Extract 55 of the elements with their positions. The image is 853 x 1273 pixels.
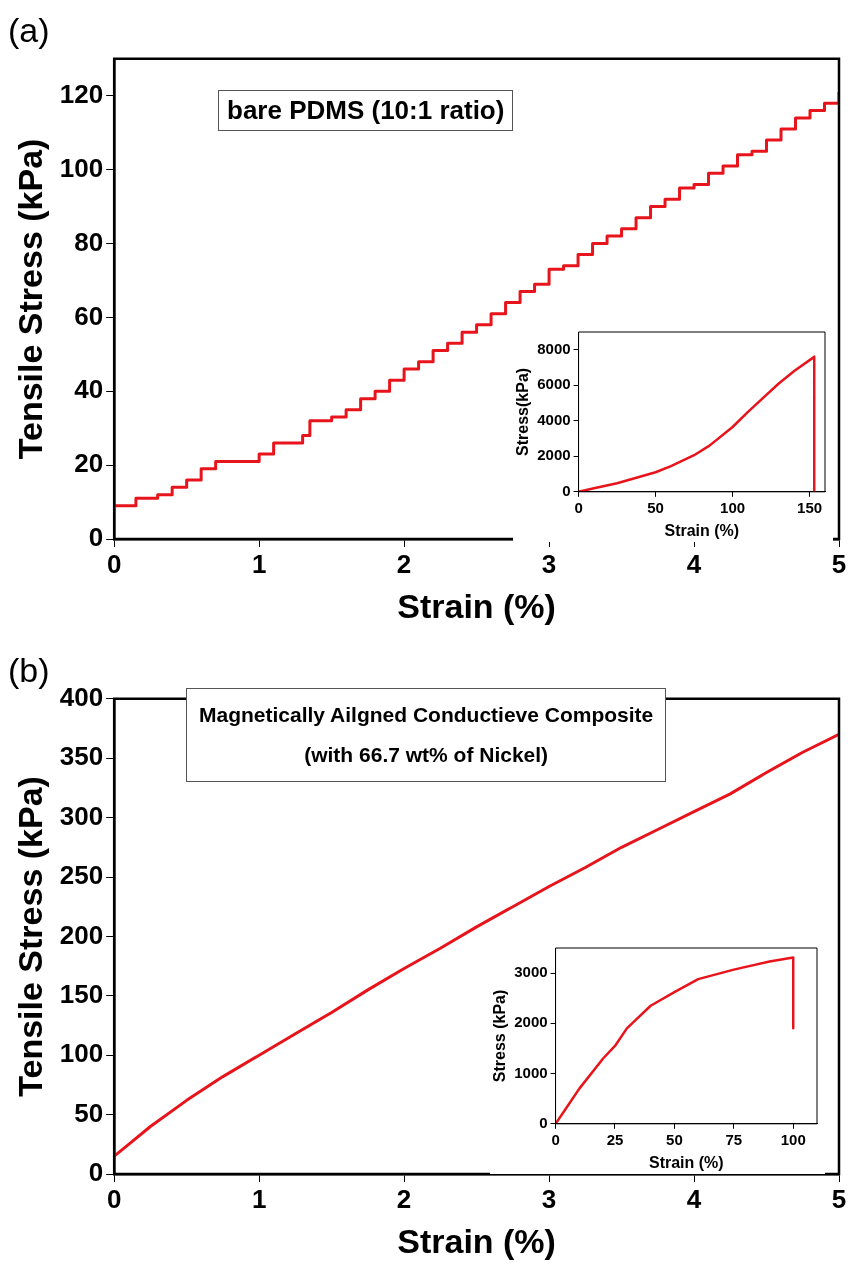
y-tick-label: 50 bbox=[74, 1097, 104, 1128]
y-tick-label: 2000 bbox=[514, 1013, 548, 1031]
y-tick-label: 3000 bbox=[514, 963, 548, 981]
chart-title: (a) bbox=[8, 10, 50, 49]
y-tick-label: 150 bbox=[59, 978, 104, 1009]
x-tick-label: 3 bbox=[541, 548, 557, 579]
y-tick-label: 400 bbox=[59, 681, 104, 712]
x-axis-title: Strain (%) bbox=[664, 521, 740, 539]
y-tick-label: 100 bbox=[59, 152, 104, 183]
y-tick-label: 4000 bbox=[537, 410, 571, 428]
y-tick-label: 0 bbox=[88, 1157, 104, 1188]
y-tick-label: 120 bbox=[59, 78, 104, 109]
x-tick-label: 75 bbox=[725, 1130, 743, 1148]
y-tick-label: 20 bbox=[74, 448, 104, 479]
x-tick-label: 50 bbox=[647, 498, 664, 516]
y-axis-title: Tensile Stress (kPa) bbox=[10, 776, 49, 1097]
x-tick-label: 100 bbox=[720, 498, 746, 516]
y-tick-label: 40 bbox=[74, 374, 104, 405]
x-tick-label: 0 bbox=[574, 498, 583, 516]
x-tick-label: 150 bbox=[797, 498, 823, 516]
x-tick-label: 4 bbox=[686, 548, 702, 579]
x-axis-title: Strain (%) bbox=[648, 1153, 724, 1171]
x-tick-label: 100 bbox=[780, 1130, 806, 1148]
y-tick-label: 300 bbox=[59, 800, 104, 831]
y-tick-label: 60 bbox=[74, 300, 104, 331]
x-tick-label: 2 bbox=[396, 1183, 412, 1214]
y-axis-title: Stress (kPa) bbox=[491, 989, 509, 1083]
y-axis-title: Tensile Stress (kPa) bbox=[10, 138, 49, 460]
x-tick-label: 25 bbox=[606, 1130, 624, 1148]
x-tick-label: 3 bbox=[541, 1183, 557, 1214]
x-tick-label: 50 bbox=[666, 1130, 683, 1148]
y-tick-label: 6000 bbox=[537, 375, 571, 393]
x-tick-label: 1 bbox=[251, 1183, 267, 1214]
annotation: Magnetically Ailgned Conductieve Composite (with 66.7 wt% of Nickel) bbox=[186, 688, 667, 782]
y-tick-label: 350 bbox=[59, 741, 104, 772]
annotation: bare PDMS (10:1 ratio) bbox=[218, 90, 514, 131]
y-tick-label: 80 bbox=[74, 226, 104, 257]
x-axis-title: Strain (%) bbox=[397, 586, 556, 625]
x-tick-label: 5 bbox=[831, 548, 847, 579]
chart-title: (b) bbox=[8, 650, 50, 689]
y-tick-label: 8000 bbox=[537, 339, 571, 357]
y-tick-label: 200 bbox=[59, 919, 104, 950]
y-tick-label: 250 bbox=[59, 860, 104, 891]
y-axis-title: Stress(kPa) bbox=[514, 367, 532, 456]
y-tick-label: 0 bbox=[88, 522, 104, 553]
x-tick-label: 5 bbox=[831, 1183, 847, 1214]
x-tick-label: 1 bbox=[251, 548, 267, 579]
y-tick-label: 2000 bbox=[537, 446, 571, 464]
x-tick-label: 2 bbox=[396, 548, 412, 579]
y-tick-label: 0 bbox=[539, 1113, 548, 1131]
y-tick-label: 0 bbox=[562, 481, 571, 499]
x-tick-label: 4 bbox=[686, 1183, 702, 1214]
y-tick-label: 100 bbox=[59, 1038, 104, 1069]
y-tick-label: 1000 bbox=[514, 1063, 548, 1081]
x-axis-title: Strain (%) bbox=[397, 1221, 556, 1260]
